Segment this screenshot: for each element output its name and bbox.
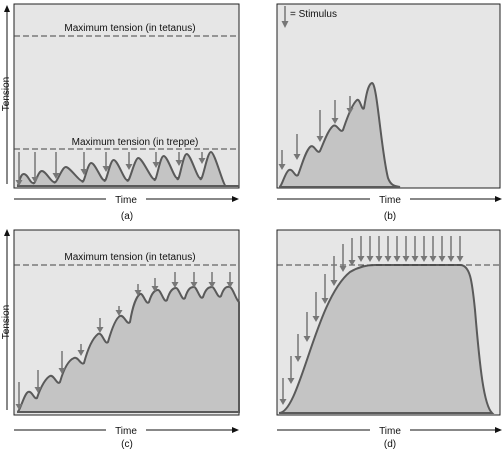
panel-d-stimulus-arrow-icon	[312, 292, 320, 322]
panel-d-stimulus-arrow-icon	[375, 236, 383, 262]
panel-d-stimulus-arrow-icon	[339, 244, 347, 272]
stimulus-legend: = Stimulus	[281, 6, 337, 28]
panel-a-stimulus-arrow-icon	[175, 152, 183, 166]
panel-d-x-axis-label: Time	[379, 426, 401, 437]
panel-c-stimulus-arrow-icon	[96, 318, 104, 333]
panel-d-curve	[278, 264, 495, 414]
panel-d-stimulus-arrow-icon	[366, 236, 374, 262]
panel-a-stimulus-arrow-icon	[15, 152, 23, 186]
panel-d-stimulus-arrow-icon	[348, 238, 356, 266]
panel-d-stimulus-arrow-icon	[321, 274, 329, 304]
panel-a-tetanus-label: Maximum tension (in tetanus)	[64, 23, 195, 34]
panel-c-stimulus-arrow-icon	[226, 272, 234, 288]
panel-d-caption: (d)	[384, 439, 396, 450]
panel-d-stimulus-arrow-icon	[411, 236, 419, 262]
panel-a-stimulus-arrow-icon	[152, 152, 160, 168]
panel-c-stimulus-arrow-icon	[58, 351, 66, 374]
panel-b-stimulus-arrow-icon	[278, 150, 286, 170]
panel-c: Maximum tension (in tetanus)	[13, 229, 240, 416]
panel-a-stimulus-arrow-icon	[31, 152, 39, 183]
panel-c-x-axis-label: Time	[115, 426, 137, 437]
panel-c-stimulus-arrow-icon	[134, 284, 142, 296]
panel-a-x-axis-label: Time	[115, 195, 137, 206]
panel-b-caption: (b)	[384, 211, 396, 222]
panel-c-stimulus-arrow-icon	[34, 370, 42, 393]
panel-c-stimulus-arrow-icon	[15, 382, 23, 410]
panel-c-stimulus-arrows	[15, 272, 234, 410]
panel-d-stimulus-arrow-icon	[330, 256, 338, 286]
panel-d-stimulus-arrow-icon	[393, 236, 401, 262]
panel-a-stimulus-arrow-icon	[102, 152, 110, 172]
panel-a: Maximum tension (in tetanus) Maximum ten…	[13, 3, 240, 189]
panel-c-stimulus-arrow-icon	[171, 272, 179, 288]
panel-c-stimulus-arrow-icon	[115, 306, 123, 316]
panel-d-stimulus-arrow-icon	[438, 236, 446, 262]
panel-c-caption: (c)	[121, 439, 133, 450]
panel-b-curve	[278, 81, 401, 188]
panel-b-stimulus-arrow-icon	[346, 96, 354, 114]
panel-a-caption: (a)	[121, 211, 133, 222]
panel-b-stimulus-arrows	[278, 96, 354, 170]
panel-c-stimulus-arrow-icon	[151, 278, 159, 292]
panel-d	[276, 229, 501, 416]
panel-a-stimulus-arrow-icon	[125, 152, 133, 170]
panel-a-curve	[16, 150, 239, 187]
panel-b-stimulus-arrow-icon	[316, 110, 324, 142]
panel-a-stimulus-arrow-icon	[198, 152, 206, 164]
panel-d-stimulus-arrow-icon	[420, 236, 428, 262]
panel-d-stimulus-arrows	[279, 236, 464, 405]
panel-b-stimulus-arrow-icon	[293, 134, 301, 160]
panel-b-stimulus-arrow-icon	[331, 100, 339, 124]
panel-d-stimulus-arrow-icon	[456, 236, 464, 262]
panel-a-stimulus-arrow-icon	[80, 152, 88, 175]
stimulus-legend-label: = Stimulus	[290, 9, 337, 20]
panel-d-stimulus-arrow-icon	[447, 236, 455, 262]
panel-a-y-axis-label: Tension	[1, 77, 12, 111]
panel-c-curve	[16, 285, 240, 413]
panel-b: = Stimulus	[276, 3, 501, 189]
panel-c-stimulus-arrow-icon	[77, 344, 85, 356]
panel-c-stimulus-arrow-icon	[208, 272, 216, 288]
panel-d-stimulus-arrow-icon	[429, 236, 437, 262]
panel-d-stimulus-arrow-icon	[303, 312, 311, 342]
panel-d-stimulus-arrow-icon	[294, 334, 302, 362]
panel-c-tetanus-label: Maximum tension (in tetanus)	[64, 252, 195, 263]
panel-d-stimulus-arrow-icon	[357, 236, 365, 262]
panel-a-stimulus-arrow-icon	[52, 152, 60, 179]
panel-c-stimulus-arrow-icon	[190, 272, 198, 288]
panel-b-x-axis-label: Time	[379, 195, 401, 206]
panel-c-y-axis-label: Tension	[1, 305, 12, 339]
panel-d-stimulus-arrow-icon	[384, 236, 392, 262]
panel-d-stimulus-arrow-icon	[287, 356, 295, 384]
panel-d-stimulus-arrow-icon	[402, 236, 410, 262]
panel-d-stimulus-arrow-icon	[279, 378, 287, 405]
panel-a-treppe-label: Maximum tension (in treppe)	[72, 137, 199, 148]
panel-a-stimulus-arrows	[15, 152, 206, 186]
